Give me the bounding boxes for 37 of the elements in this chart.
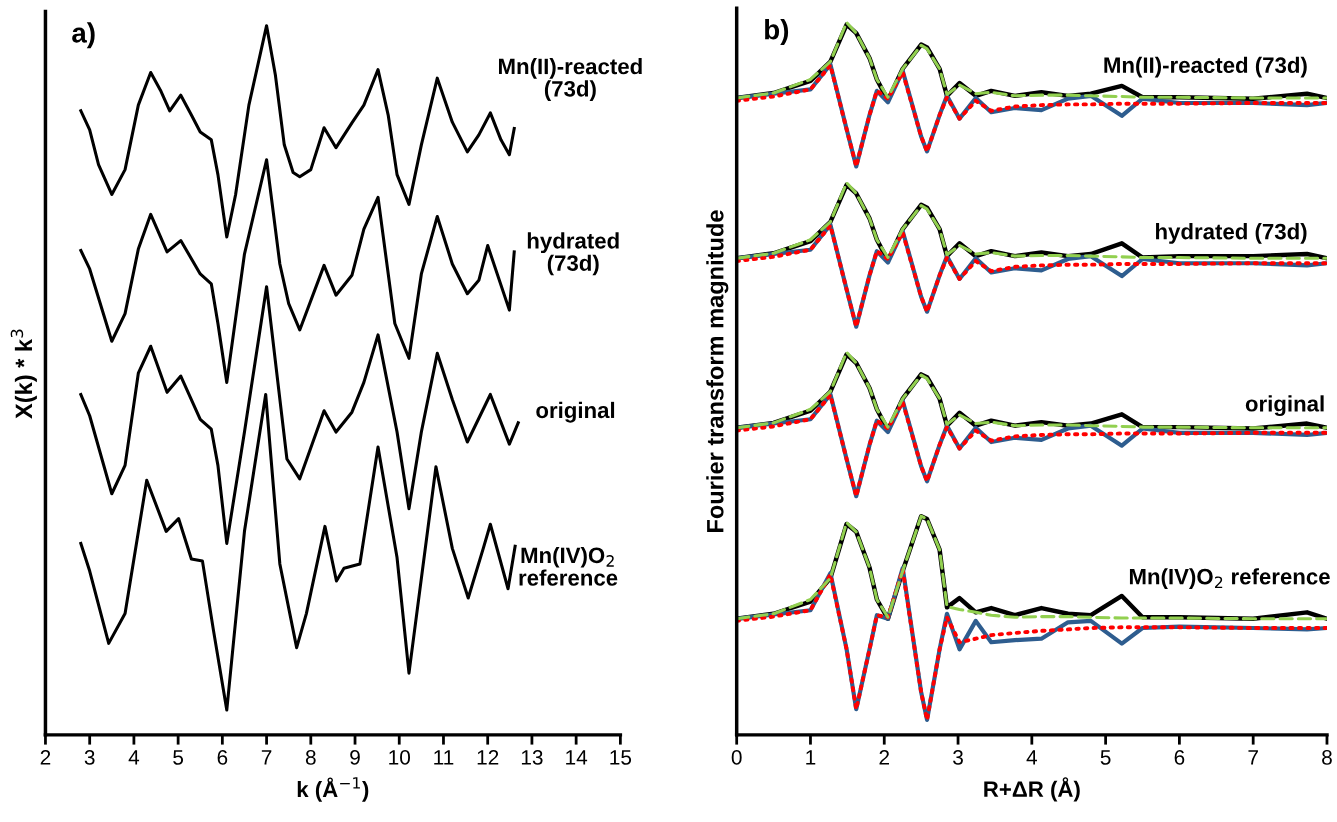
annotation: Mn(IV)O$_{2}$ reference <box>519 546 618 586</box>
x-tick-label: 7 <box>1248 750 1258 765</box>
x-tick-label: 11 <box>434 750 454 765</box>
x-tick-label: 14 <box>566 750 588 765</box>
x-tick-label: 5 <box>1100 750 1111 765</box>
x-tick-label: 15 <box>610 750 632 765</box>
y-axis-title: Fourier transform magnitude <box>706 210 729 532</box>
x-tick-label: 13 <box>521 750 543 765</box>
annotation: hydrated (73d) <box>1156 223 1307 244</box>
x-tick-label: 5 <box>173 750 184 765</box>
x-tick-label: 8 <box>305 750 316 765</box>
annotation: Mn(IV)O$_{2}$ reference <box>1129 568 1330 589</box>
annotation: original <box>1245 395 1324 417</box>
annotation: hydrated (73d) <box>527 232 619 276</box>
x-tick-label: 2 <box>40 750 51 765</box>
x-tick-label: 10 <box>389 750 411 765</box>
annotation: a) <box>72 22 95 49</box>
annotation: b) <box>765 19 789 46</box>
x-tick-label: 1 <box>806 750 816 765</box>
annotation: Mn(II)-reacted (73d) <box>1104 56 1307 78</box>
x-tick-label: 4 <box>1026 750 1038 765</box>
annotation: original <box>536 401 615 423</box>
x-tick-label: 2 <box>879 750 890 765</box>
x-tick-label: 6 <box>217 750 228 765</box>
y-axis-title: X(k) * k$^{3}$ <box>10 329 37 419</box>
x-tick-label: 9 <box>350 750 360 765</box>
x-axis-title: k (Å$^{−1}$) <box>297 777 369 802</box>
x-tick-label: 8 <box>1322 750 1332 765</box>
x-tick-label: 6 <box>1174 750 1185 765</box>
x-tick-label: 4 <box>128 750 140 765</box>
x-tick-label: 0 <box>731 750 742 765</box>
x-tick-label: 12 <box>477 750 499 765</box>
x-tick-label: 7 <box>261 750 272 765</box>
annotation: Mn(II)-reacted (73d) <box>499 57 642 102</box>
x-tick-label: 3 <box>953 750 963 765</box>
x-axis-title: R+ΔR (Å) <box>984 777 1080 802</box>
x-tick-label: 3 <box>84 750 95 765</box>
